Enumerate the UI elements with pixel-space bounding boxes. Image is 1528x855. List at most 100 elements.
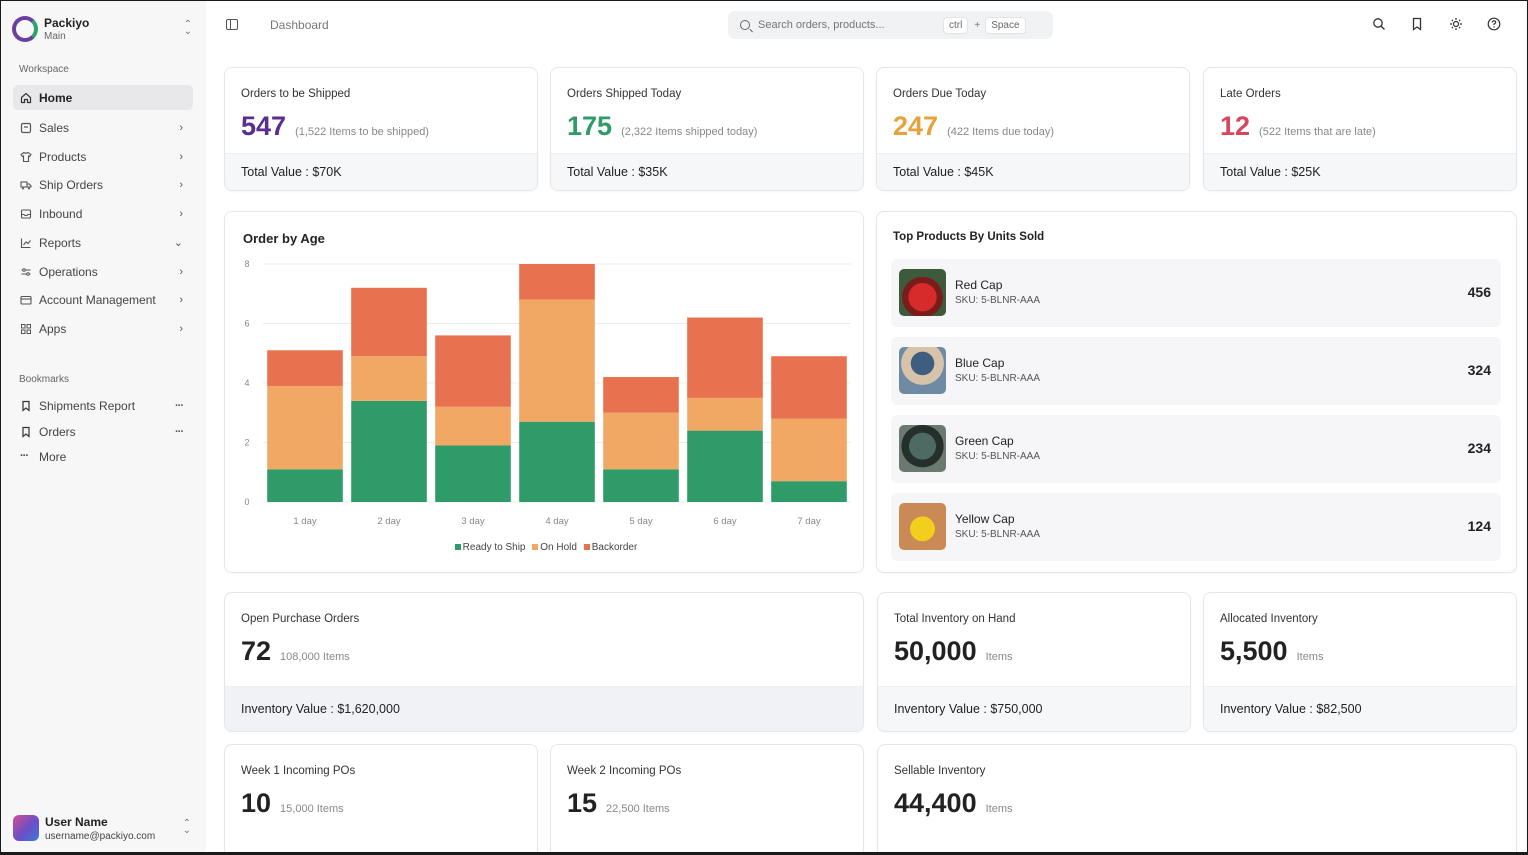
bookmark-shipments-report[interactable]: Shipments Report ···: [13, 393, 193, 418]
stat-value: 5,500: [1220, 636, 1288, 666]
card-icon: [20, 294, 32, 306]
chevron-right-icon: ›: [179, 322, 183, 335]
home-icon: [20, 92, 32, 104]
stat-sub: Items: [1296, 651, 1324, 663]
sidebar-item-label: Apps: [39, 321, 67, 336]
sidebar-item-operations[interactable]: Operations ›: [13, 259, 193, 284]
sidebar-toggle-icon[interactable]: [226, 19, 238, 30]
stat-sub: Items: [985, 651, 1013, 663]
bar-segment: [519, 299, 595, 422]
chevron-right-icon: ›: [179, 207, 183, 220]
stat-footer: Total Value : $45K: [877, 153, 1189, 190]
card-footer: Inventory Value : $750,000: [878, 686, 1190, 731]
open-purchase-orders-card[interactable]: Open Purchase Orders 72 108,000 Items In…: [224, 592, 864, 732]
y-tick-label: 6: [244, 319, 249, 329]
y-tick-label: 8: [244, 259, 249, 269]
stat-title: Orders Shipped Today: [567, 88, 682, 100]
more-dots-icon[interactable]: ···: [175, 399, 184, 412]
legend-swatch-hold: [532, 544, 539, 550]
bar-segment: [267, 469, 343, 502]
stat-title: Orders to be Shipped: [241, 88, 351, 100]
stat-title: Orders Due Today: [893, 88, 987, 100]
yellow-cap-image: [899, 503, 946, 550]
search-input[interactable]: [758, 19, 938, 31]
product-row[interactable]: Blue Cap SKU: 5-BLNR-AAA 324: [891, 337, 1501, 405]
bookmarks-more[interactable]: ··· More: [13, 444, 193, 469]
bar-segment: [603, 469, 679, 502]
sidebar-item-home[interactable]: Home: [13, 85, 193, 110]
sun-icon[interactable]: [1449, 17, 1463, 31]
help-icon[interactable]: [1487, 17, 1501, 31]
sidebar-item-apps[interactable]: Apps ›: [13, 316, 193, 341]
breadcrumb[interactable]: Dashboard: [270, 18, 329, 32]
stat-card-shipped-today[interactable]: Orders Shipped Today 175 (2,322 Items sh…: [550, 67, 864, 191]
stat-value: 247: [893, 111, 939, 141]
stat-card-late-orders[interactable]: Late Orders 12 (522 Items that are late)…: [1203, 67, 1517, 191]
bookmark-orders[interactable]: Orders ···: [13, 419, 193, 444]
inventory-on-hand-card[interactable]: Total Inventory on Hand 50,000 Items Inv…: [877, 592, 1191, 732]
product-row[interactable]: Green Cap SKU: 5-BLNR-AAA 234: [891, 415, 1501, 483]
stat-value: 44,400: [894, 788, 977, 818]
bar-segment: [603, 377, 679, 413]
search-bar[interactable]: ctrl + Space: [728, 11, 1053, 39]
x-tick-label: 6 day: [713, 516, 736, 527]
sidebar-item-label: Products: [39, 149, 87, 164]
search-icon[interactable]: [1372, 17, 1386, 31]
sidebar-item-products[interactable]: Products ›: [13, 144, 193, 169]
sidebar-item-label: Reports: [39, 235, 82, 250]
product-name: Red Cap: [955, 278, 1003, 292]
chevron-up-down-icon: ⌃ ⌄: [183, 19, 192, 37]
bar-segment: [687, 430, 763, 502]
sidebar-item-account-management[interactable]: Account Management ›: [13, 287, 193, 312]
legend-label: Backorder: [591, 542, 638, 553]
sidebar-item-sales[interactable]: Sales ›: [13, 115, 193, 140]
stat-sub: 108,000 Items: [280, 651, 350, 663]
bar-segment: [519, 421, 595, 502]
workspace-switcher[interactable]: Packiyo Main ⌃ ⌄: [12, 13, 194, 45]
card-title: Week 2 Incoming POs: [567, 765, 682, 777]
chart-legend: Ready to Ship On Hold Backorder: [225, 542, 863, 553]
stat-card-due-today[interactable]: Orders Due Today 247 (422 Items due toda…: [876, 67, 1190, 191]
chart-icon: [20, 237, 32, 249]
bar-segment: [435, 406, 511, 446]
sidebar-item-reports[interactable]: Reports ⌄: [13, 230, 193, 255]
stat-sub: 15,000 Items: [280, 803, 344, 815]
sellable-inventory-card[interactable]: Sellable Inventory 44,400 Items: [877, 744, 1517, 852]
bar-segment: [687, 317, 763, 398]
card-title: Allocated Inventory: [1220, 613, 1318, 625]
stat-sub: 22,500 Items: [606, 803, 670, 815]
packiyo-logo-icon: [12, 16, 38, 42]
legend-label: Ready to Ship: [462, 542, 526, 553]
stat-sub: (422 Items due today): [947, 126, 1055, 138]
grid-icon: [20, 323, 32, 335]
top-products-card: Top Products By Units Sold Red Cap SKU: …: [876, 211, 1517, 573]
chevron-right-icon: ›: [179, 293, 183, 306]
stat-card-orders-to-ship[interactable]: Orders to be Shipped 547 (1,522 Items to…: [224, 67, 538, 191]
chart-title: Order by Age: [243, 231, 325, 246]
user-menu[interactable]: User Name username@packiyo.com ⌃ ⌄: [13, 813, 195, 843]
top-bar: Dashboard ctrl + Space: [206, 1, 1526, 49]
bar-segment: [771, 356, 847, 419]
sidebar-item-label: Account Management: [39, 292, 156, 307]
product-sku: SKU: 5-BLNR-AAA: [955, 451, 1041, 462]
bookmark-icon[interactable]: [1410, 17, 1424, 31]
sales-icon: [20, 122, 32, 134]
week1-incoming-card[interactable]: Week 1 Incoming POs 10 15,000 Items: [224, 744, 538, 852]
week2-incoming-card[interactable]: Week 2 Incoming POs 15 22,500 Items: [550, 744, 864, 852]
bar-segment: [519, 264, 595, 300]
dashboard-main: Orders to be Shipped 547 (1,522 Items to…: [206, 49, 1526, 852]
product-units: 234: [1467, 440, 1491, 456]
sidebar-item-inbound[interactable]: Inbound ›: [13, 201, 193, 226]
product-row[interactable]: Red Cap SKU: 5-BLNR-AAA 456: [891, 259, 1501, 327]
allocated-inventory-card[interactable]: Allocated Inventory 5,500 Items Inventor…: [1203, 592, 1517, 732]
legend-label: On Hold: [540, 542, 577, 553]
bookmark-label: Orders: [39, 424, 76, 439]
stat-value: 175: [567, 111, 613, 141]
product-row[interactable]: Yellow Cap SKU: 5-BLNR-AAA 124: [891, 493, 1501, 561]
stat-value: 10: [241, 788, 272, 818]
sidebar-item-ship-orders[interactable]: Ship Orders ›: [13, 172, 193, 197]
more-dots-icon[interactable]: ···: [175, 425, 184, 438]
sidebar-item-label: Sales: [39, 120, 70, 135]
sliders-icon: [20, 266, 32, 278]
user-email: username@packiyo.com: [45, 830, 156, 842]
